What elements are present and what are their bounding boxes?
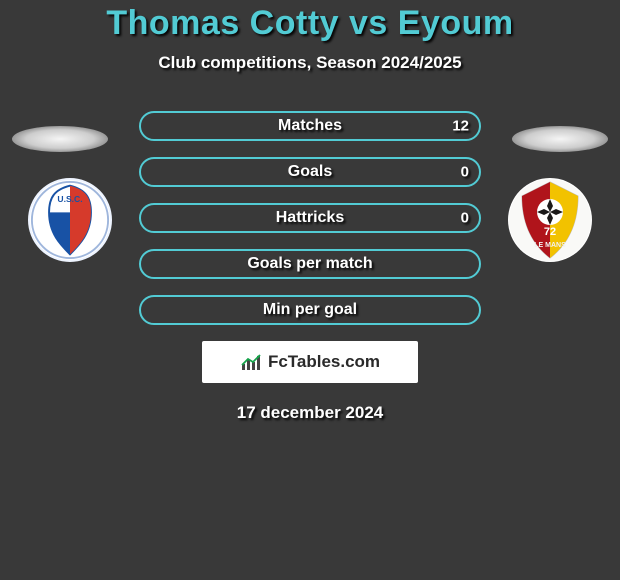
usc-crest-icon: U.S.C. bbox=[30, 178, 110, 262]
club-crest-left: U.S.C. bbox=[28, 178, 112, 262]
club-crest-right: 72 LE MANS bbox=[508, 178, 592, 262]
stat-row-goals-per-match: Goals per match bbox=[139, 249, 481, 279]
comparison-card: Thomas Cotty vs Eyoum Club competitions,… bbox=[0, 0, 620, 580]
stat-value-right: 12 bbox=[452, 118, 469, 135]
stat-row-goals: Goals 0 bbox=[139, 157, 481, 187]
stats-list: Matches 12 Goals 0 Hattricks 0 Goals per… bbox=[139, 111, 481, 325]
stat-row-matches: Matches 12 bbox=[139, 111, 481, 141]
stat-row-hattricks: Hattricks 0 bbox=[139, 203, 481, 233]
page-subtitle: Club competitions, Season 2024/2025 bbox=[0, 53, 620, 73]
le-mans-crest-icon: 72 LE MANS bbox=[508, 178, 592, 262]
stat-value-right: 0 bbox=[461, 210, 469, 227]
stat-label: Goals per match bbox=[247, 255, 372, 273]
snapshot-date: 17 december 2024 bbox=[0, 403, 620, 423]
bar-chart-icon bbox=[240, 352, 264, 372]
brand-label: FcTables.com bbox=[268, 352, 380, 372]
shadow-ellipse-left bbox=[12, 126, 108, 152]
svg-text:U.S.C.: U.S.C. bbox=[57, 194, 82, 204]
stat-label: Matches bbox=[278, 117, 342, 135]
stat-label: Hattricks bbox=[276, 209, 344, 227]
page-title: Thomas Cotty vs Eyoum bbox=[0, 4, 620, 43]
shadow-ellipse-right bbox=[512, 126, 608, 152]
brand-badge: FcTables.com bbox=[202, 341, 418, 383]
stat-row-min-per-goal: Min per goal bbox=[139, 295, 481, 325]
stat-label: Goals bbox=[288, 163, 332, 181]
stat-value-right: 0 bbox=[461, 164, 469, 181]
svg-text:72: 72 bbox=[544, 226, 556, 238]
stat-label: Min per goal bbox=[263, 301, 357, 319]
svg-text:LE MANS: LE MANS bbox=[534, 242, 566, 249]
